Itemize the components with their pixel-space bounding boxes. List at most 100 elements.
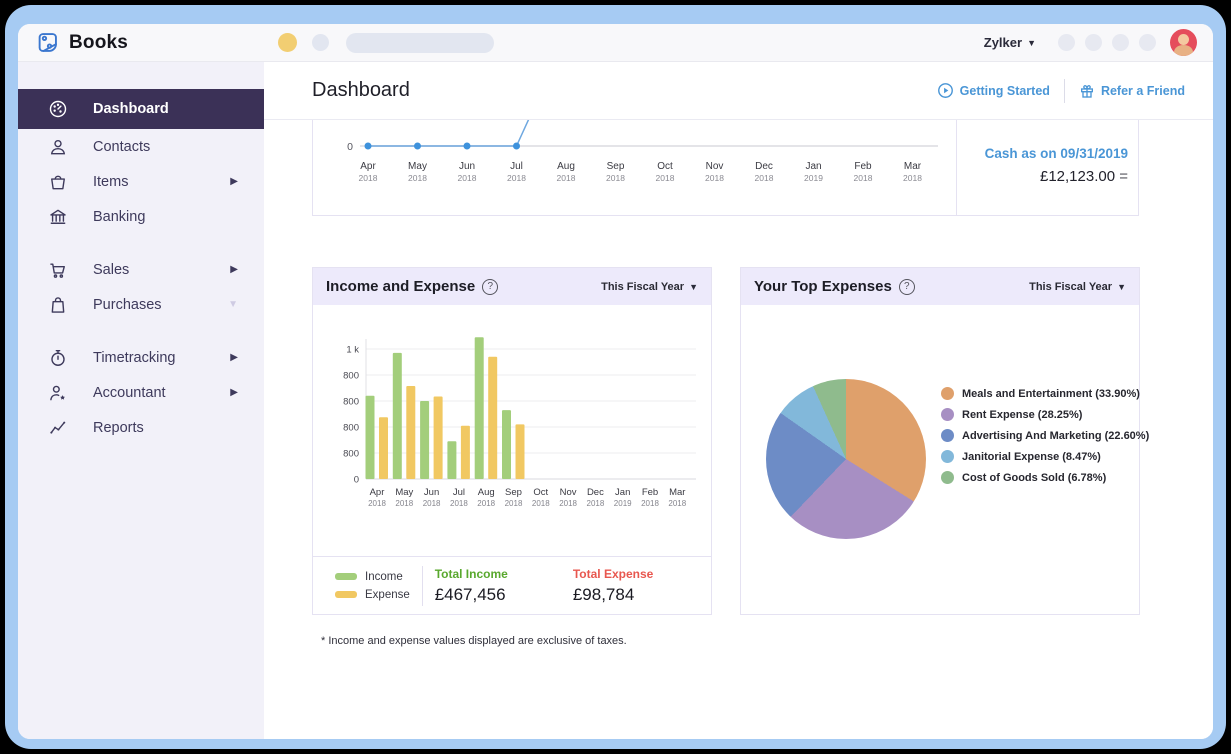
svg-text:800: 800 <box>343 449 359 460</box>
pie-legend-dot <box>941 429 954 442</box>
person-star-icon <box>48 383 68 403</box>
topbar-icon-4[interactable] <box>1139 34 1156 51</box>
org-name: Zylker <box>983 35 1023 50</box>
pie-legend-item: Rent Expense (28.25%) <box>941 408 1149 421</box>
help-icon[interactable]: ? <box>482 278 499 295</box>
topbar-icon-group <box>1058 34 1156 51</box>
svg-text:2018: 2018 <box>408 173 427 183</box>
header-divider <box>1063 78 1065 103</box>
user-avatar[interactable] <box>1170 29 1197 56</box>
fiscal-year-selector[interactable]: This Fiscal Year ▼ <box>601 280 698 293</box>
pie-legend-label: Advertising And Marketing (22.60%) <box>962 429 1150 442</box>
chevron-down-icon: ▼ <box>1027 37 1036 48</box>
svg-text:2018: 2018 <box>606 173 625 183</box>
svg-text:Apr: Apr <box>360 161 376 172</box>
svg-text:2018: 2018 <box>705 173 724 183</box>
sidebar-item-sales[interactable]: Sales ▶ <box>18 252 264 287</box>
legend-label: Expense <box>365 588 410 601</box>
browser-dot-gray <box>312 34 330 51</box>
svg-text:Apr: Apr <box>370 487 385 498</box>
svg-text:2019: 2019 <box>614 499 632 508</box>
sidebar-item-banking[interactable]: Banking <box>18 199 264 234</box>
fiscal-year-selector[interactable]: This Fiscal Year ▼ <box>1029 280 1126 293</box>
top-expenses-panel: Your Top Expenses ? This Fiscal Year ▼ M… <box>740 267 1149 615</box>
svg-text:Oct: Oct <box>657 161 673 172</box>
svg-text:2018: 2018 <box>458 173 477 183</box>
browser-dot-yellow <box>278 33 298 52</box>
cash-menu-icon[interactable]: = <box>1119 168 1128 185</box>
org-dropdown[interactable]: Zylker ▼ <box>984 35 1036 50</box>
trend-icon <box>48 418 68 438</box>
sidebar-item-label: Dashboard <box>93 101 169 117</box>
expenses-pie-chart[interactable] <box>766 379 926 539</box>
total-expense-block: Total Expense £98,784 <box>573 567 711 605</box>
sidebar-item-timetracking[interactable]: Timetracking ▶ <box>18 340 264 375</box>
chevron-down-icon: ▼ <box>1117 281 1126 292</box>
refer-friend-link[interactable]: Refer a Friend <box>1079 83 1185 99</box>
sidebar-item-dashboard[interactable]: Dashboard <box>18 89 264 129</box>
sidebar-item-label: Contacts <box>93 138 151 155</box>
cash-summary: Cash as on 09/31/2019 £12,123.00 = <box>956 120 1138 215</box>
sidebar-item-label: Banking <box>93 208 146 225</box>
topbar-icon-2[interactable] <box>1085 34 1102 51</box>
cash-flow-line-svg: 0Apr2018May2018Jun2018Jul2018Aug2018Sep2… <box>347 120 938 183</box>
cash-as-on-link[interactable]: Cash as on 09/31/2019 <box>984 146 1128 161</box>
total-income-label: Total Income <box>434 566 508 581</box>
getting-started-label: Getting Started <box>959 83 1050 98</box>
income-expense-footer: Income Expense Total Income £467,456 Tota… <box>313 556 711 614</box>
bank-icon <box>48 207 68 227</box>
svg-text:800: 800 <box>343 371 359 382</box>
svg-text:Oct: Oct <box>533 487 548 498</box>
pie-legend-dot <box>941 408 954 421</box>
bag-icon <box>48 295 68 315</box>
income-expense-bar-svg: Apr2018May2018Jun2018Jul2018Aug2018Sep20… <box>343 337 696 508</box>
top-bar: Books Zylker ▼ <box>18 24 1213 62</box>
svg-text:Mar: Mar <box>669 487 685 498</box>
getting-started-link[interactable]: Getting Started <box>937 82 1050 99</box>
sidebar-item-reports[interactable]: Reports <box>18 410 264 445</box>
svg-text:2019: 2019 <box>804 173 823 183</box>
svg-text:Jun: Jun <box>424 487 439 498</box>
pie-legend-dot <box>941 387 954 400</box>
svg-text:2018: 2018 <box>450 499 468 508</box>
cash-flow-chart: 0 Apr 2018 May 2018 Jun 2018 Jul 2018 Aug 2018 Sep 2… <box>313 120 956 215</box>
books-logo: Books <box>34 29 128 56</box>
page-title: Dashboard <box>312 79 410 101</box>
svg-text:Aug: Aug <box>557 161 575 172</box>
top-expenses-body: Meals and Entertainment (33.90%) Rent Exp… <box>741 305 1149 614</box>
svg-text:Sep: Sep <box>607 161 625 172</box>
top-expenses-title: Your Top Expenses <box>754 278 892 295</box>
footer-divider <box>421 565 423 606</box>
topbar-icon-1[interactable] <box>1058 34 1075 51</box>
sidebar-item-contacts[interactable]: Contacts <box>18 129 264 164</box>
app-window: Books Zylker ▼ Dashboard Contacts Items ▶ Ba… <box>18 24 1213 739</box>
sidebar-item-items[interactable]: Items ▶ <box>18 164 264 199</box>
svg-text:1 k: 1 k <box>346 345 359 356</box>
svg-text:2018: 2018 <box>755 173 774 183</box>
chevron-right-icon: ▶ <box>230 387 238 398</box>
sidebar-item-label: Timetracking <box>93 349 176 366</box>
sidebar-item-purchases[interactable]: Purchases ▼ <box>18 287 264 322</box>
svg-text:2018: 2018 <box>532 499 550 508</box>
svg-text:Aug: Aug <box>478 487 495 498</box>
sidebar-group-gap <box>18 322 264 340</box>
pie-legend: Meals and Entertainment (33.90%) Rent Exp… <box>941 387 1149 484</box>
help-icon[interactable]: ? <box>898 278 915 295</box>
sidebar-item-accountant[interactable]: Accountant ▶ <box>18 375 264 410</box>
svg-text:Jul: Jul <box>510 161 523 172</box>
bar-legend: Income Expense <box>313 571 410 601</box>
gift-icon <box>1080 84 1093 98</box>
cart-icon <box>48 260 68 280</box>
svg-text:May: May <box>395 487 413 498</box>
pie-legend-label: Cost of Goods Sold (6.78%) <box>962 471 1107 484</box>
svg-text:Dec: Dec <box>755 161 773 172</box>
basket-icon <box>48 172 68 192</box>
svg-text:0: 0 <box>354 475 359 486</box>
svg-text:2018: 2018 <box>477 499 495 508</box>
pie-legend-item: Advertising And Marketing (22.60%) <box>941 429 1149 442</box>
topbar-icon-3[interactable] <box>1112 34 1129 51</box>
total-expense-value: £98,784 <box>572 584 635 604</box>
legend-swatch <box>335 591 357 598</box>
total-expense-label: Total Expense <box>572 566 654 581</box>
app-name: Books <box>69 31 129 53</box>
